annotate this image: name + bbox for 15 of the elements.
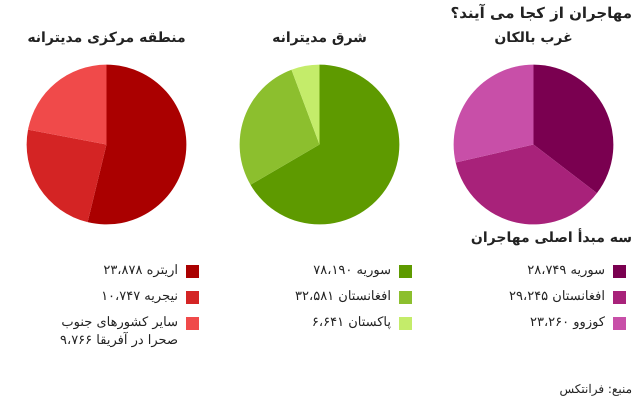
- chart-title: شرق مدیترانه: [272, 30, 367, 46]
- legend-label: اریتره ۲۳،۸۷۸: [103, 262, 178, 280]
- legend-label: افغانستان ۲۹،۲۴۵: [509, 288, 605, 306]
- chart-title: منطقه مرکزی مدیترانه: [27, 30, 186, 46]
- text: مهاجران از کجا می آیند؟: [450, 4, 632, 22]
- legend-label: افغانستان ۳۲،۵۸۱: [295, 288, 391, 306]
- legend-label: سوریه ۲۸،۷۴۹: [527, 262, 605, 280]
- legend-label: کوزوو ۲۳،۲۶۰: [530, 314, 605, 332]
- text: سه مبدأ اصلی مهاجران: [470, 230, 632, 246]
- chart-title: غرب بالکان: [494, 30, 573, 46]
- text: منبع: فرانتکس: [560, 382, 632, 396]
- legend-label: پاکستان ۶،۶۴۱: [312, 314, 391, 332]
- legend-label: سایر کشورهای جنوب صحرا در آفریقا ۹،۷۶۶: [59, 314, 178, 350]
- legend-label: سوریه ۷۸،۱۹۰: [313, 262, 391, 280]
- legend-label: نیجریه ۱۰،۷۴۷: [101, 288, 178, 306]
